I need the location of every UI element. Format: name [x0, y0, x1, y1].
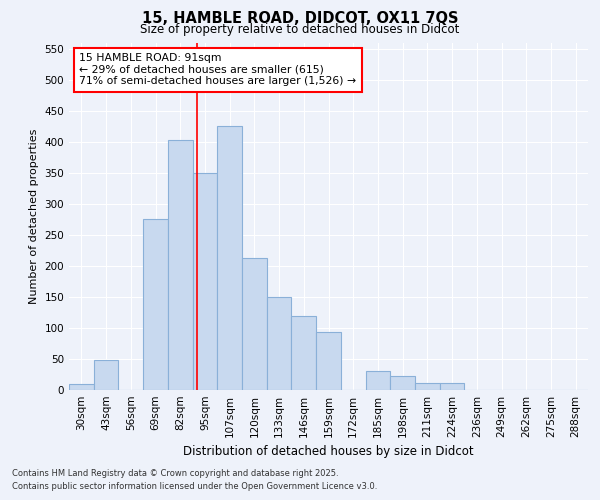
Bar	[168, 140, 193, 390]
Bar	[193, 173, 217, 390]
Text: Contains public sector information licensed under the Open Government Licence v3: Contains public sector information licen…	[12, 482, 377, 491]
Bar	[390, 376, 415, 390]
Bar	[267, 297, 292, 390]
Text: 15, HAMBLE ROAD, DIDCOT, OX11 7QS: 15, HAMBLE ROAD, DIDCOT, OX11 7QS	[142, 11, 458, 26]
Bar	[365, 371, 390, 390]
Text: Contains HM Land Registry data © Crown copyright and database right 2025.: Contains HM Land Registry data © Crown c…	[12, 468, 338, 477]
Bar	[316, 332, 341, 390]
Bar	[292, 316, 316, 390]
Bar	[217, 126, 242, 390]
Bar	[415, 383, 440, 390]
Bar	[143, 220, 168, 390]
X-axis label: Distribution of detached houses by size in Didcot: Distribution of detached houses by size …	[183, 446, 474, 458]
Bar	[242, 258, 267, 390]
Text: 15 HAMBLE ROAD: 91sqm
← 29% of detached houses are smaller (615)
71% of semi-det: 15 HAMBLE ROAD: 91sqm ← 29% of detached …	[79, 53, 356, 86]
Text: Size of property relative to detached houses in Didcot: Size of property relative to detached ho…	[140, 22, 460, 36]
Y-axis label: Number of detached properties: Number of detached properties	[29, 128, 39, 304]
Bar	[94, 360, 118, 390]
Bar	[69, 384, 94, 390]
Bar	[440, 383, 464, 390]
